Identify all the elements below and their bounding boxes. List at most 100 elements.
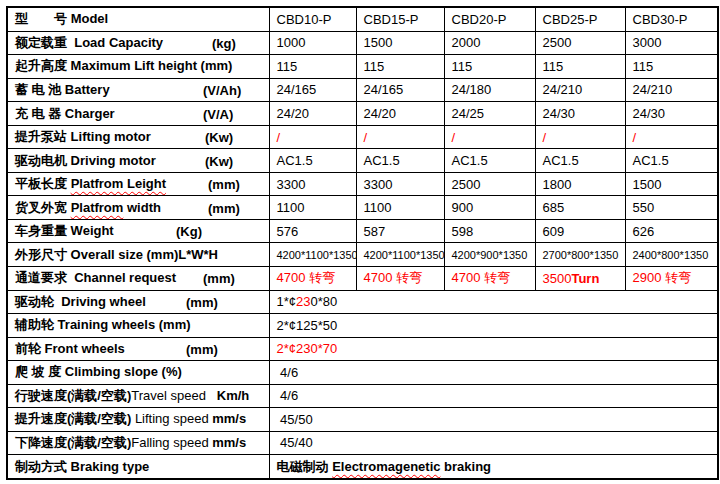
- table-row-platform-length: 平板长度 Platfrom Leight(mm) 3300 3300 2500 …: [7, 172, 718, 196]
- model-header-cell: CBD10-P: [269, 7, 356, 31]
- value-cell-wide: 4/6: [269, 361, 718, 385]
- value-cell: /: [444, 125, 535, 149]
- label-unit: (V/A): [203, 106, 233, 121]
- value-cell-wide: 2*¢125*50: [269, 314, 718, 338]
- label-en: Travel speed: [131, 388, 217, 403]
- row-label-travel-speed: 行驶速度(满载/空载)Travel speed Km/h: [7, 384, 269, 408]
- value-cell: /: [535, 125, 625, 149]
- value-cell: 1000: [269, 31, 356, 55]
- value-cell: 3000: [625, 31, 718, 55]
- label-en: width: [123, 200, 161, 215]
- row-label-overall-size: 外形尺寸 Overall size (mm)L*W*H: [7, 243, 269, 267]
- value-cell: AC1.5: [269, 149, 356, 173]
- value-cell: 24/180: [444, 78, 535, 102]
- label-unit: (mm): [186, 294, 218, 309]
- value-cell: 3500Turn: [535, 266, 625, 290]
- value-cell: 2400*800*1350: [625, 243, 718, 267]
- table-row-weight: 车身重量 Weight(Kg) 576 587 598 609 626: [7, 219, 718, 243]
- label-unit: (Kw): [205, 130, 233, 145]
- label-en-spellcheck: Platfrom Leight: [71, 176, 166, 191]
- value-cell: 2500: [535, 31, 625, 55]
- value-cell-wide: 电磁制动 Electromagenetic braking: [269, 455, 718, 479]
- label-text: 驱动电机 Driving motor: [15, 153, 156, 168]
- label-unit: Km/h: [217, 388, 250, 403]
- value-cell: 4200*900*1350: [444, 243, 535, 267]
- label-cn: 提升速度(满载/空载): [15, 411, 135, 426]
- label-unit: (V/Ah): [203, 82, 241, 97]
- label-cn: 型 号: [15, 11, 71, 26]
- value-number: 3500: [543, 271, 572, 286]
- label-cn: 平板长度: [15, 176, 71, 191]
- label-text: 前轮 Front wheels: [15, 341, 125, 356]
- value-cell: 115: [356, 55, 444, 79]
- value-cell: 550: [625, 196, 718, 220]
- value-cell: 4700 转弯: [269, 266, 356, 290]
- value-cell: 3300: [356, 172, 444, 196]
- row-label-driving-motor: 驱动电机 Driving motor (Kw): [7, 149, 269, 173]
- table-row-lifting-motor: 提升泵站 Lifting motor(Kw) / / / / /: [7, 125, 718, 149]
- value-turn-suffix: Turn: [571, 271, 599, 286]
- table-row-travel-speed: 行驶速度(满载/空载)Travel speed Km/h 4/6: [7, 384, 718, 408]
- value-cell-wide: 2*¢230*70: [269, 337, 718, 361]
- row-label-channel-request: 通道要求 Channel request(mm): [7, 266, 269, 290]
- value-cell: 2700*800*1350: [535, 243, 625, 267]
- row-label-charger: 充 电 器 Charger(V/A): [7, 102, 269, 126]
- row-label-falling-speed: 下降速度(满载/空载)Falling speed mm/s: [7, 431, 269, 455]
- value-cell: 24/210: [535, 78, 625, 102]
- value-en-spellcheck: Electromagenetic: [332, 459, 440, 474]
- value-cell: 2000: [444, 31, 535, 55]
- value-cell: 609: [535, 219, 625, 243]
- value-part: 1*¢: [277, 294, 297, 309]
- value-cell: 115: [535, 55, 625, 79]
- row-label-braking-type: 制动方式 Braking type: [7, 455, 269, 479]
- label-en: Falling speed: [131, 435, 212, 450]
- label-unit: (kg): [212, 35, 236, 50]
- value-cell: 1800: [535, 172, 625, 196]
- label-en: Lifting speed: [135, 411, 212, 426]
- label-unit: (mm): [208, 200, 240, 215]
- label-text: 蓄 电 池 Battery: [15, 82, 110, 97]
- model-header-cell: CBD25-P: [535, 7, 625, 31]
- value-cell: 685: [535, 196, 625, 220]
- label-cn: 货叉外宽: [15, 200, 71, 215]
- label-unit: (mm): [186, 341, 218, 356]
- label-en: Model: [71, 11, 109, 26]
- value-cell: 24/165: [269, 78, 356, 102]
- value-cell: /: [269, 125, 356, 149]
- value-cell-wide: 4/6: [269, 384, 718, 408]
- label-text: 车身重量 Weight: [15, 223, 114, 238]
- row-label-battery: 蓄 电 池 Battery (V/Ah): [7, 78, 269, 102]
- value-cell-wide: 1*¢230*80: [269, 290, 718, 314]
- value-cell: 626: [625, 219, 718, 243]
- value-cell: AC1.5: [444, 149, 535, 173]
- table-row-braking-type: 制动方式 Braking type 电磁制动 Electromagenetic …: [7, 455, 718, 479]
- value-cell: 1100: [269, 196, 356, 220]
- value-cell: 1500: [625, 172, 718, 196]
- row-label-lifting-speed: 提升速度(满载/空载) Lifting speed mm/s: [7, 408, 269, 432]
- value-cell: AC1.5: [625, 149, 718, 173]
- row-label-climbing-slope: 爬 坡 度 Climbing slope (%): [7, 361, 269, 385]
- label-text: 驱动轮 Driving wheel: [15, 294, 146, 309]
- table-row-driving-wheel: 驱动轮 Driving wheel (mm) 1*¢230*80: [7, 290, 718, 314]
- row-label-driving-wheel: 驱动轮 Driving wheel (mm): [7, 290, 269, 314]
- row-label-training-wheels: 辅助轮 Training wheels (mm): [7, 314, 269, 338]
- row-label-lifting-motor: 提升泵站 Lifting motor(Kw): [7, 125, 269, 149]
- label-unit: mm/s: [212, 411, 246, 426]
- spec-table: 型 号 Model CBD10-P CBD15-P CBD20-P CBD25-…: [6, 6, 719, 480]
- value-part-red: 23: [296, 294, 310, 309]
- row-label-lift-height: 起升高度 Maximum Lift height (mm): [7, 55, 269, 79]
- label-cn: 行驶速度(满载/空载): [15, 388, 131, 403]
- value-cell: 24/30: [535, 102, 625, 126]
- table-row-channel-request: 通道要求 Channel request(mm) 4700 转弯 4700 转弯…: [7, 266, 718, 290]
- label-text: 额定载重 Load Capacity: [15, 35, 163, 50]
- value-cell: AC1.5: [535, 149, 625, 173]
- table-row-front-wheels: 前轮 Front wheels (mm) 2*¢230*70: [7, 337, 718, 361]
- label-unit: (Kw): [205, 153, 233, 168]
- table-row-platform-width: 货叉外宽 Platfrom width(mm) 1100 1100 900 68…: [7, 196, 718, 220]
- row-label-platform-width: 货叉外宽 Platfrom width(mm): [7, 196, 269, 220]
- value-cell: 598: [444, 219, 535, 243]
- value-cell: 900: [444, 196, 535, 220]
- table-row-lift-height: 起升高度 Maximum Lift height (mm) 115 115 11…: [7, 55, 718, 79]
- value-cell: 4700 转弯: [444, 266, 535, 290]
- value-cell: 24/20: [356, 102, 444, 126]
